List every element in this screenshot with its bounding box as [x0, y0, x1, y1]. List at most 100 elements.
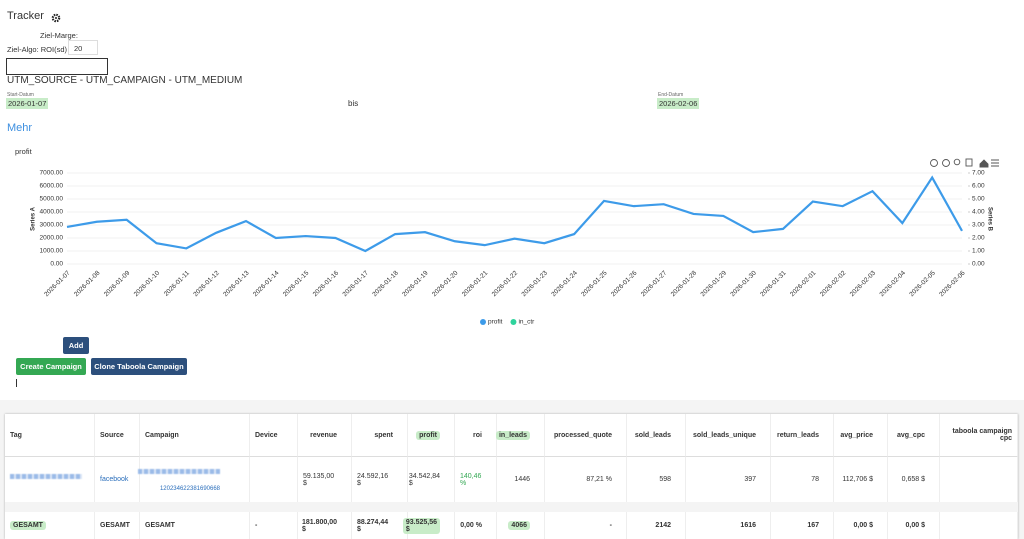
zoom-in[interactable] [930, 159, 938, 167]
table-cell: 181.800,00 $ [298, 512, 352, 539]
header-text[interactable]: Tag [10, 431, 22, 439]
header-text[interactable]: return_leads [776, 431, 819, 439]
column-header: avg_cpc [888, 414, 940, 457]
label: Start-Datum [7, 92, 34, 98]
table-cell: 0,00 $ [834, 512, 888, 539]
header-text[interactable]: avg_cpc [896, 431, 925, 439]
table-cell: 24.592,16 $ [352, 457, 408, 502]
column-header: roi [455, 414, 497, 457]
add-button[interactable]: Add [63, 337, 89, 354]
table-cell: 1446 [497, 457, 545, 502]
x-tick-label: 2026-01-07 [43, 269, 72, 298]
y-tick-label: 0.00 [50, 261, 63, 268]
cell-text: 397 [744, 476, 756, 483]
settings-icon[interactable] [51, 13, 61, 23]
cell-text: GESAMT [10, 521, 46, 530]
y2-tick-label: 2.00 [972, 235, 985, 242]
zoom[interactable] [953, 158, 961, 166]
cell-text: 2142 [655, 522, 671, 529]
cell-text: 181.800,00 $ [301, 518, 337, 533]
x-tick-label: 2026-01-17 [342, 269, 371, 298]
column-header: Campaign [140, 414, 250, 457]
end-date[interactable]: 2026-02-06 [657, 98, 700, 109]
column-header: revenue [298, 414, 352, 457]
y-tick-label: 5000.00 [40, 196, 64, 203]
table-cell: 1616 [686, 512, 771, 539]
table-cell: 167 [771, 512, 834, 539]
column-header: Device [250, 414, 298, 457]
x-tick-label: 2026-01-30 [729, 269, 758, 298]
table-cell [5, 457, 95, 502]
table-cell: GESAMT [5, 512, 95, 539]
x-tick-label: 2026-01-13 [222, 269, 251, 298]
legend-marker [510, 319, 517, 325]
table-cell: - [250, 512, 298, 539]
menu[interactable] [991, 159, 999, 167]
table-cell: 397 [686, 457, 771, 502]
cell-text[interactable]: GESAMT [100, 522, 130, 529]
cell-text: 59.135,00 $ [303, 472, 335, 487]
y2-axis-label: Series B [986, 207, 992, 232]
header-text[interactable]: Device [255, 431, 278, 439]
header-text[interactable]: sold_leads_unique [692, 431, 756, 439]
cell-text[interactable]: GESAMT [145, 522, 175, 529]
cell-text: 4066 [508, 521, 530, 530]
input-box[interactable] [6, 58, 108, 75]
header-text[interactable]: sold_leads [634, 431, 671, 439]
chart-title: profit [15, 147, 33, 156]
column-header: Source [95, 414, 140, 457]
column-header: spent [352, 414, 408, 457]
table-cell: facebook [95, 457, 140, 502]
input[interactable]: 20 [68, 40, 98, 55]
header-text[interactable]: Campaign [145, 431, 179, 439]
x-tick-label: 2026-01-20 [431, 269, 460, 298]
y2-tick-label: 4.00 [972, 209, 985, 216]
x-tick-label: 2026-01-22 [491, 269, 520, 298]
x-tick-label: 2026-01-15 [282, 269, 311, 298]
header-text[interactable]: processed_quote [554, 431, 612, 439]
pan[interactable] [965, 158, 973, 167]
cursor [16, 379, 17, 387]
header-text[interactable]: in_leads [495, 430, 530, 440]
x-tick-label: 2026-02-04 [879, 269, 908, 298]
header-text[interactable]: spent [374, 431, 393, 439]
table-cell: 59.135,00 $ [298, 457, 352, 502]
zoom-out[interactable] [942, 159, 950, 167]
x-tick-label: 2026-02-05 [908, 269, 937, 298]
header-text[interactable]: revenue [310, 431, 337, 439]
table-cell: 140,46 % [455, 457, 497, 502]
cell-text[interactable]: 120234622381690668 [159, 485, 221, 492]
column-header: profit [408, 414, 455, 457]
more-link[interactable]: Mehr [7, 122, 33, 134]
cell-text[interactable]: facebook [100, 476, 129, 483]
header-text[interactable]: taboola campaign cpc [952, 428, 1012, 442]
header-text[interactable]: avg_price [840, 431, 873, 439]
header-text[interactable]: profit [416, 430, 440, 440]
header-text[interactable]: roi [473, 431, 482, 439]
header-text[interactable]: Source [100, 431, 124, 439]
y2-tick-label: 6.00 [972, 183, 985, 190]
table-cell: 78 [771, 457, 834, 502]
start-date[interactable]: 2026-01-07 [6, 98, 49, 109]
table-cell: GESAMT [140, 512, 250, 539]
legend-marker [480, 319, 486, 325]
y2-tick-label: 3.00 [972, 222, 985, 229]
cell-text: 0,00 $ [853, 522, 873, 529]
column-header: in_leads [495, 414, 545, 457]
x-tick-label: 2026-02-01 [789, 269, 818, 298]
x-tick-label: 2026-01-23 [521, 269, 550, 298]
x-tick-label: 2026-01-25 [580, 269, 609, 298]
clone-button[interactable]: Clone Taboola Campaign [91, 358, 187, 375]
column-header: Tag [5, 414, 95, 457]
x-tick-label: 2026-01-27 [640, 269, 669, 298]
x-tick-label: 2026-01-29 [700, 269, 729, 298]
column-header: sold_leads [627, 414, 686, 457]
table-cell: 120234622381690668 [140, 457, 250, 502]
home[interactable] [979, 159, 989, 168]
column-header: taboola campaign cpc [940, 414, 1018, 457]
y-tick-label: 6000.00 [40, 183, 64, 190]
cell-text: 598 [659, 476, 671, 483]
chart: profit Series A Series B 0.00 1000.00 2000… [15, 147, 999, 326]
table-cell: 0,00 $ [888, 512, 940, 539]
create-button[interactable]: Create Campaign [16, 358, 86, 375]
